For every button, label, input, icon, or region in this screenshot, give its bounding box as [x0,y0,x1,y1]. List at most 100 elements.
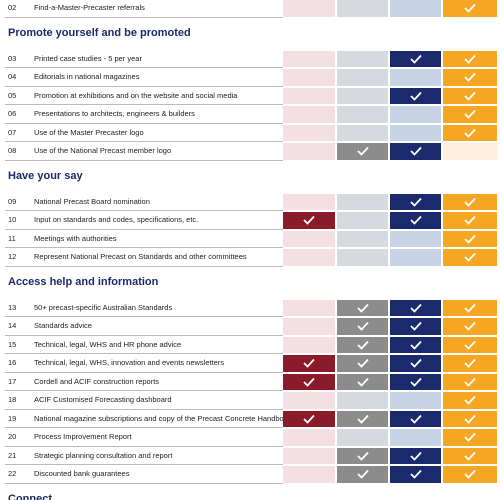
benefit-cell [283,143,335,160]
check-icon [356,359,369,369]
check-icon [356,147,369,157]
row-rule [5,104,283,105]
row-rule [5,16,283,18]
check-icon [356,377,369,387]
check-icon [464,414,476,424]
table-row: 06 Presentations to architects, engineers… [0,105,500,124]
row-label: Meetings with authorities [34,233,117,243]
benefit-cell [443,392,497,409]
check-icon [464,433,476,443]
benefit-cell [337,106,388,123]
check-icon [464,322,476,332]
row-label: Presentations to architects, engineers &… [34,109,195,118]
check-icon [464,216,476,226]
row-rule [5,334,283,336]
table-row: 03 Printed case studies - 5 per year [0,50,500,68]
row-label: Use of the Master Precaster logo [34,127,144,137]
benefit-cell [443,143,497,160]
benefit-cell [390,373,441,390]
table-row: 17 Cordell and ACIF construction reports [0,373,500,391]
row-rule [5,464,283,465]
check-icon [303,377,315,387]
benefit-cell [283,447,335,464]
benefit-cell [283,193,335,210]
check-icon [464,253,476,263]
table-row: 20 Process Improvement Report [0,428,500,447]
check-icon [409,54,422,64]
check-icon [464,377,476,387]
benefit-cell [283,212,335,229]
benefit-cell [283,466,335,483]
check-icon [464,340,476,350]
benefit-cell [390,143,441,160]
benefit-cell [337,373,388,390]
benefit-cell [443,87,497,104]
check-icon [409,322,422,332]
table-row: 15 Technical, legal, WHS and HR phone adv… [0,336,500,354]
check-icon [409,470,422,480]
row-label: Strategic planning consultation and repo… [34,450,173,460]
benefit-cell [337,87,388,104]
check-icon [464,91,476,101]
row-label: Discounted bank guarantees [34,469,130,478]
check-icon [409,377,422,387]
benefit-cell [390,69,441,86]
row-number: 18 [8,395,17,404]
benefit-cell [390,299,441,316]
row-label: 50+ precast-specific Australian Standard… [34,302,173,312]
benefit-cell [443,410,497,427]
benefit-cell [283,69,335,86]
benefit-cell [443,0,497,17]
row-number: 22 [8,469,17,478]
table-row: 13 50+ precast-specific Australian Standa… [0,299,500,317]
row-rule [5,353,283,354]
row-label: Cordell and ACIF construction reports [34,376,160,386]
benefit-cell [337,299,388,316]
row-number: 02 [8,3,17,12]
row-rule [5,67,283,68]
benefit-cell [390,466,441,483]
row-label: National Precast Board nomination [34,196,150,206]
check-icon [409,197,422,207]
benefit-cell [443,466,497,483]
benefit-cell [443,318,497,335]
check-icon [409,216,422,226]
benefit-cell [443,373,497,390]
row-rule [5,228,283,230]
benefit-cell [337,410,388,427]
row-number: 16 [8,358,17,367]
table-row: 05 Promotion at exhibitions and on the we… [0,87,500,105]
row-rule [5,265,283,267]
row-rule [5,371,283,373]
benefit-cell [443,447,497,464]
benefit-cell [337,429,388,446]
section-heading: Have your say [8,169,83,182]
row-number: 04 [8,72,17,81]
benefit-cell [390,106,441,123]
row-rule [5,316,283,317]
check-icon [409,147,422,157]
benefit-cell [283,249,335,266]
row-rule [5,408,283,410]
benefit-cell [390,193,441,210]
row-number: 21 [8,450,17,460]
row-number: 13 [8,302,17,312]
check-icon [356,340,369,350]
row-number: 08 [8,146,17,155]
benefit-cell [337,193,388,210]
check-icon [303,216,315,226]
check-icon [409,359,422,369]
benefit-cell [337,392,388,409]
row-label: Input on standards and codes, specificat… [34,215,199,224]
benefit-cell [443,69,497,86]
check-icon [409,91,422,101]
benefit-cell [443,106,497,123]
check-icon [409,414,422,424]
benefit-cell [283,355,335,372]
check-icon [464,234,476,244]
row-number: 10 [8,215,17,224]
row-number: 06 [8,109,17,118]
row-number: 20 [8,432,17,441]
section-heading: Connect [8,492,52,500]
